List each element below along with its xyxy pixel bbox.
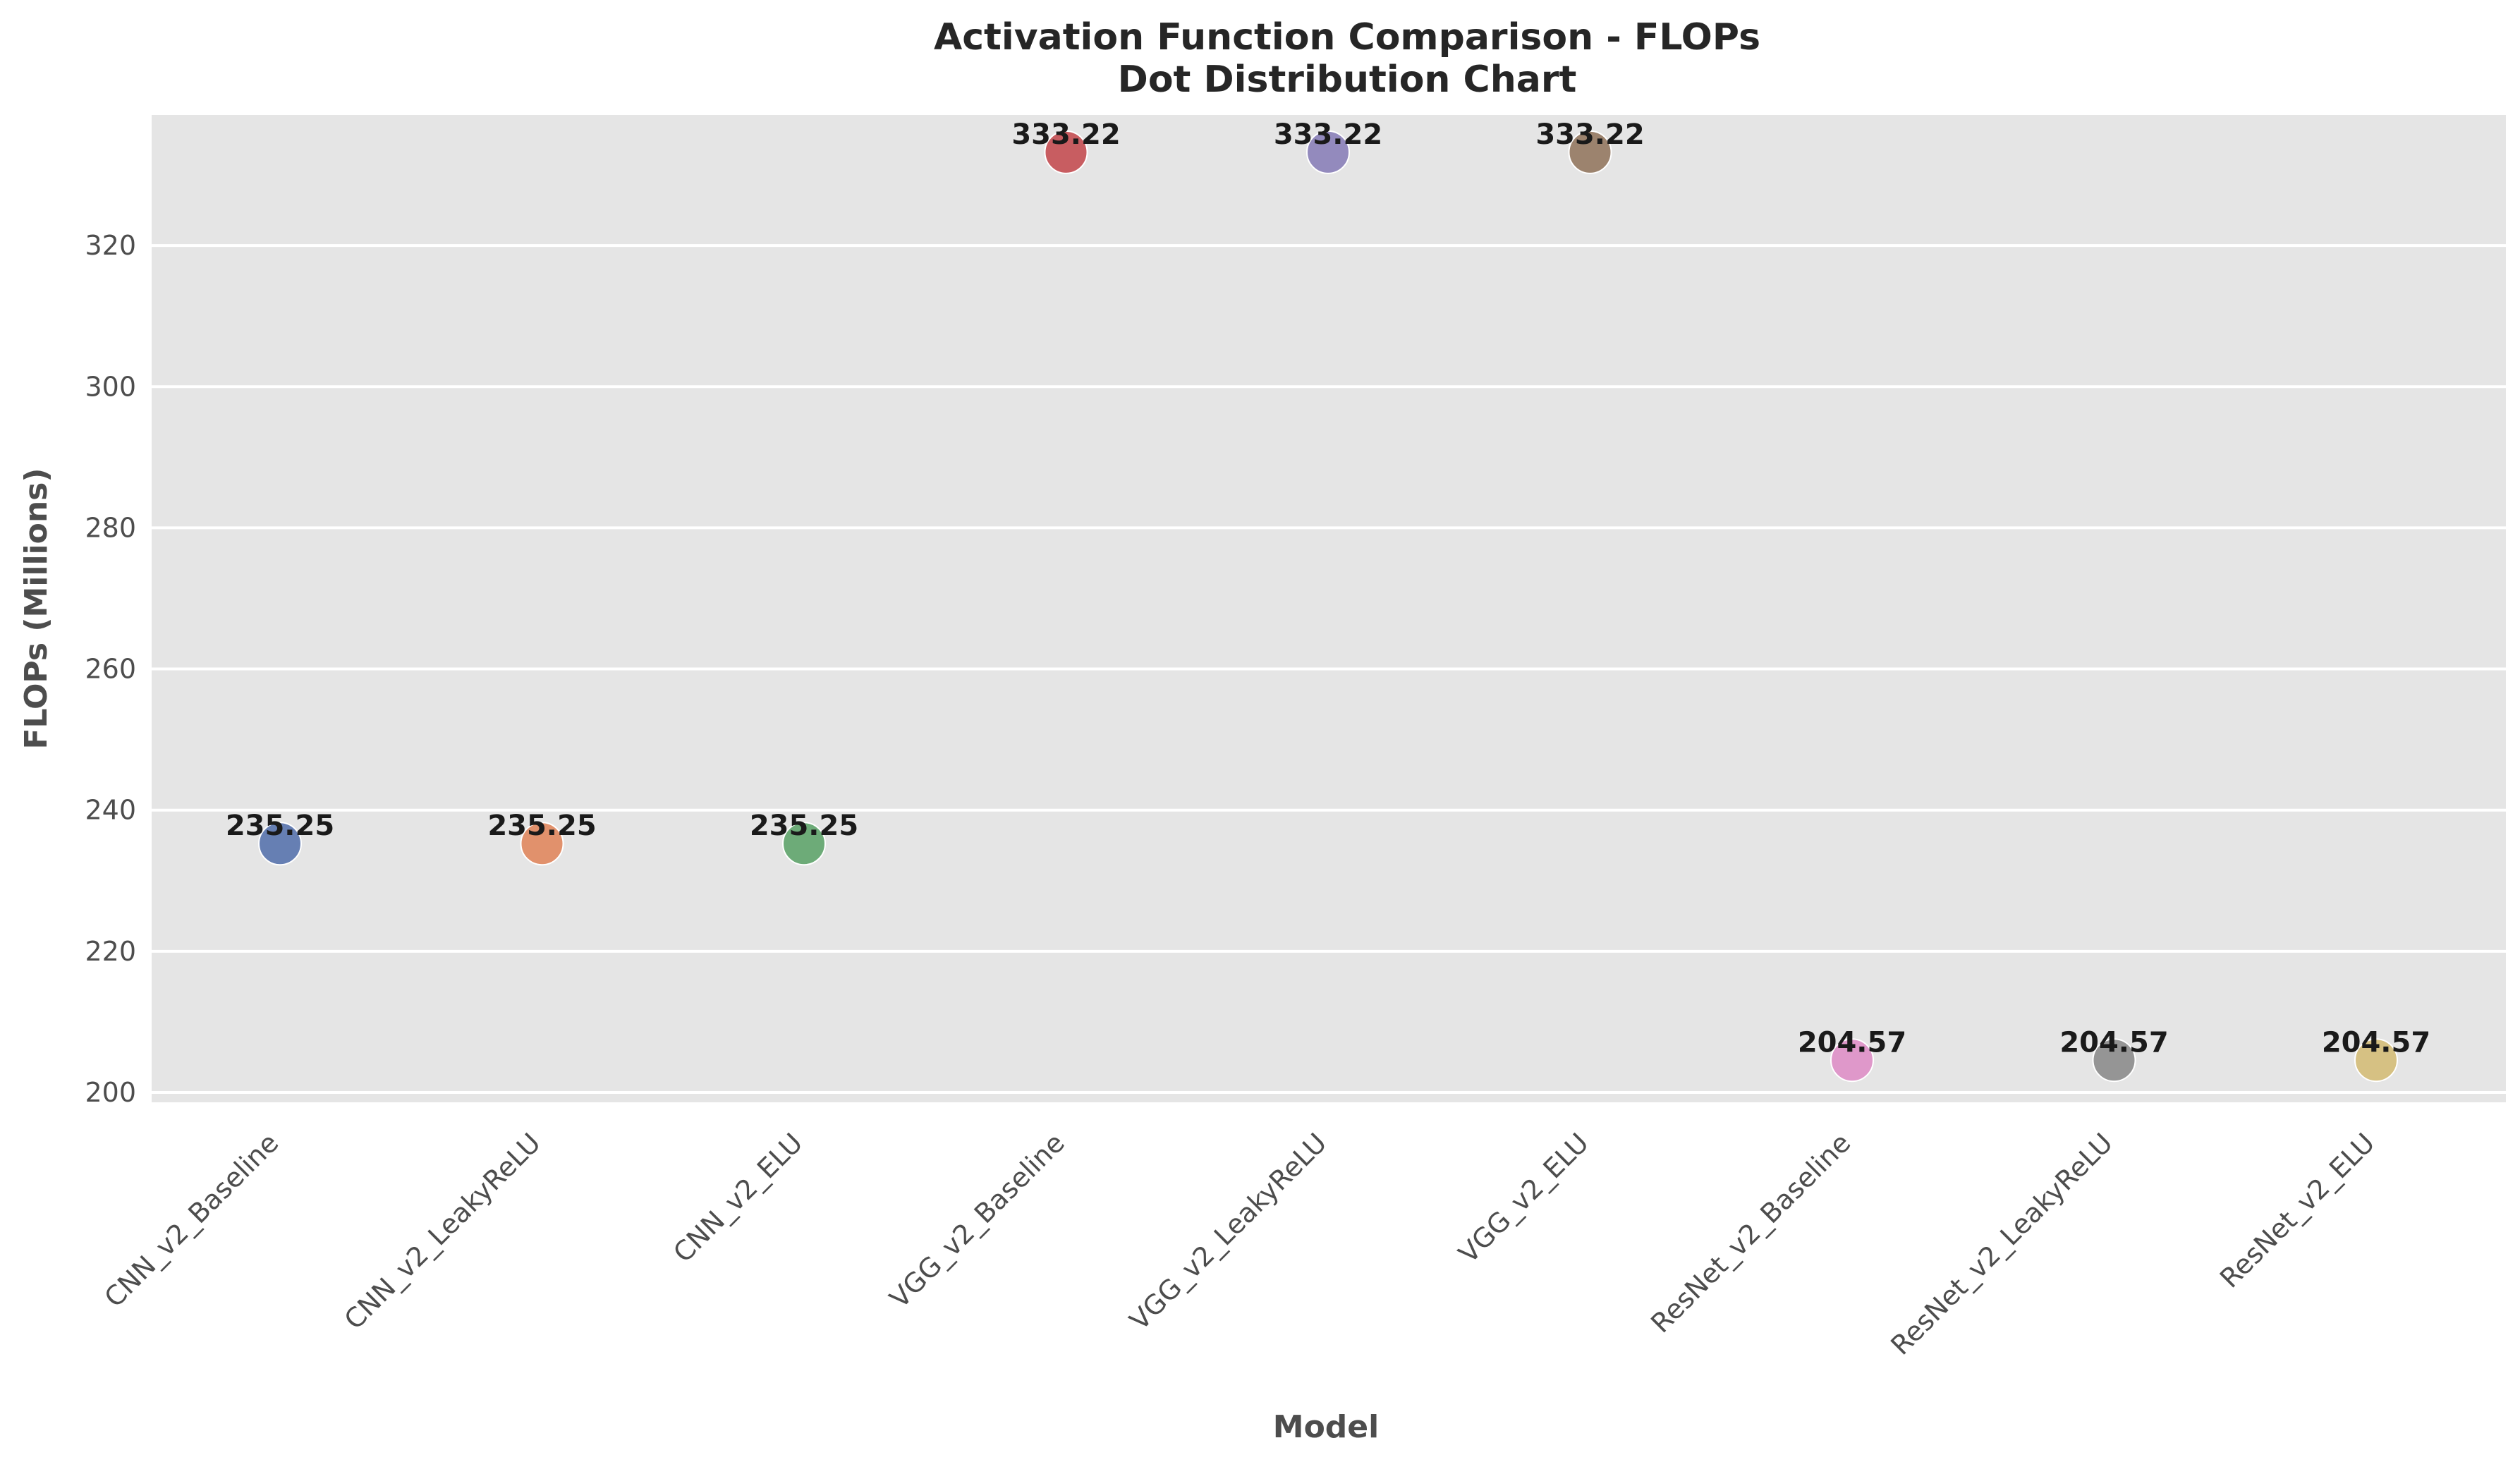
data-point	[1044, 130, 1088, 174]
y-tick-label: 260	[85, 654, 136, 685]
data-point	[520, 822, 564, 866]
y-tick-label: 220	[85, 936, 136, 967]
data-point	[782, 822, 826, 866]
data-point	[1568, 130, 1612, 174]
y-tick-label: 320	[85, 230, 136, 261]
y-tick-label: 300	[85, 371, 136, 402]
data-point	[1306, 130, 1350, 174]
x-tick-label: VGG_v2_ELU	[1453, 1127, 1595, 1269]
data-label: 235.25	[226, 810, 334, 842]
data-point	[2354, 1038, 2398, 1083]
y-tick-label: 240	[85, 795, 136, 826]
y-axis-label: FLOPs (Millions)	[18, 468, 54, 750]
x-tick-label: CNN_v2_Baseline	[98, 1127, 284, 1313]
data-label: 204.57	[2059, 1026, 2168, 1059]
x-tick-label: VGG_v2_Baseline	[884, 1127, 1071, 1314]
data-point	[258, 822, 302, 866]
data-labels: 235.25 235.25 235.25 333.22 333.22 333.22 204.…	[226, 118, 2430, 1059]
x-tick-label: ResNet_v2_Baseline	[1645, 1127, 1856, 1339]
y-axis-ticks: 200 220 240 260 280 300 320	[85, 230, 136, 1108]
data-label: 333.22	[1274, 118, 1382, 151]
data-label: 333.22	[1011, 118, 1120, 151]
data-label: 333.22	[1535, 118, 1644, 151]
chart-subtitle: Dot Distribution Chart	[1118, 59, 1577, 101]
grid-lines	[152, 244, 2506, 1094]
x-axis-label: Model	[1273, 1409, 1379, 1445]
x-tick-label: VGG_v2_LeakyReLU	[1124, 1127, 1332, 1336]
x-tick-label: CNN_v2_LeakyReLU	[339, 1127, 547, 1335]
x-axis-ticks: CNN_v2_Baseline CNN_v2_LeakyReLU CNN_v2_EL…	[98, 1127, 2380, 1360]
data-point	[1830, 1038, 1874, 1083]
x-tick-label: ResNet_v2_ELU	[2214, 1127, 2380, 1293]
data-label: 235.25	[487, 810, 596, 842]
data-label: 204.57	[1798, 1026, 1906, 1059]
x-tick-label: ResNet_v2_LeakyReLU	[1885, 1127, 2118, 1360]
plot-area	[152, 115, 2506, 1102]
y-tick-label: 280	[85, 512, 136, 543]
chart-title: Activation Function Comparison - FLOPs	[934, 16, 1760, 59]
data-point	[2092, 1038, 2136, 1083]
y-tick-label: 200	[85, 1077, 136, 1108]
data-points	[258, 130, 2398, 1083]
data-label: 235.25	[750, 810, 858, 842]
x-tick-label: CNN_v2_ELU	[667, 1127, 808, 1268]
data-label: 204.57	[2322, 1026, 2430, 1059]
